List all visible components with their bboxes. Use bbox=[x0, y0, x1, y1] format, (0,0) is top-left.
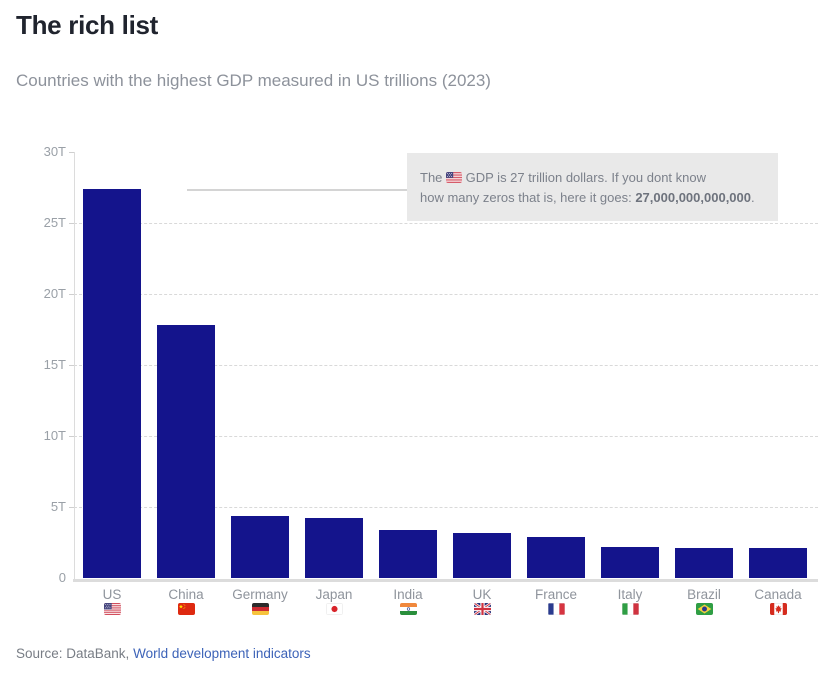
ytick-label-5T: 5T bbox=[50, 499, 66, 514]
ca-flag-icon bbox=[769, 603, 787, 615]
annotation-line-2: how many zeros that is, here it goes: 27… bbox=[420, 190, 755, 205]
jp-flag-icon bbox=[325, 603, 343, 615]
page-title: The rich list bbox=[16, 10, 159, 40]
annotation-box: The GDP is 27 trillion dollars. If you d… bbox=[407, 153, 778, 221]
bar-us bbox=[83, 188, 141, 578]
chart-subtitle: Countries with the highest GDP measured … bbox=[16, 71, 491, 90]
br-flag-icon bbox=[695, 603, 713, 615]
x-axis-label-france: France bbox=[534, 587, 578, 602]
source-prefix: Source: DataBank, bbox=[16, 646, 134, 661]
cn-flag-icon bbox=[177, 603, 195, 615]
ytick-mark-25T bbox=[69, 223, 74, 224]
source-link[interactable]: World development indicators bbox=[133, 646, 311, 661]
bar-india bbox=[379, 529, 437, 578]
ytick-label-10T: 10T bbox=[43, 428, 66, 443]
x-axis-label-us: US bbox=[102, 587, 122, 602]
bar-germany bbox=[231, 515, 289, 578]
bar-japan bbox=[305, 518, 363, 578]
x-axis-label-italy: Italy bbox=[617, 587, 643, 602]
it-flag-icon bbox=[621, 603, 639, 615]
ytick-label-0: 0 bbox=[58, 570, 66, 585]
de-flag-icon bbox=[251, 603, 269, 615]
gb-flag-icon bbox=[473, 603, 491, 615]
x-axis-label-india: India bbox=[393, 587, 423, 602]
ytick-label-15T: 15T bbox=[43, 357, 66, 372]
x-axis-label-germany: Germany bbox=[232, 587, 288, 602]
bar-canada bbox=[749, 548, 807, 578]
x-axis-label-brazil: Brazil bbox=[687, 587, 721, 602]
fr-flag-icon bbox=[547, 603, 565, 615]
ytick-mark-20T bbox=[69, 294, 74, 295]
us-flag-icon bbox=[103, 603, 121, 615]
ytick-label-30T: 30T bbox=[43, 144, 66, 159]
gridline-20T bbox=[74, 294, 818, 295]
x-axis-line bbox=[73, 579, 818, 582]
x-axis-label-uk: UK bbox=[472, 587, 492, 602]
bar-brazil bbox=[675, 548, 733, 578]
us-flag-icon bbox=[446, 172, 463, 183]
annotation-line-1: The GDP is 27 trillion dollars. If you d… bbox=[420, 170, 707, 185]
gridline-5T bbox=[74, 507, 818, 508]
gridline-15T bbox=[74, 365, 818, 366]
y-axis-line bbox=[74, 152, 75, 580]
ytick-mark-15T bbox=[69, 365, 74, 366]
x-axis-label-japan: Japan bbox=[315, 587, 353, 602]
x-axis-label-china: China bbox=[168, 587, 204, 602]
gridline-25T bbox=[74, 223, 818, 224]
ytick-mark-30T bbox=[69, 152, 74, 153]
ytick-mark-10T bbox=[69, 436, 74, 437]
bar-italy bbox=[601, 546, 659, 578]
bar-france bbox=[527, 536, 585, 578]
in-flag-icon bbox=[399, 603, 417, 615]
x-axis-label-canada: Canada bbox=[754, 587, 802, 602]
ytick-label-25T: 25T bbox=[43, 215, 66, 230]
ytick-mark-5T bbox=[69, 507, 74, 508]
ytick-label-20T: 20T bbox=[43, 286, 66, 301]
bar-china bbox=[157, 325, 215, 578]
source-line: Source: DataBank, World development indi… bbox=[16, 646, 311, 661]
gridline-10T bbox=[74, 436, 818, 437]
annotation-connector-line bbox=[187, 189, 407, 191]
bar-uk bbox=[453, 532, 511, 578]
